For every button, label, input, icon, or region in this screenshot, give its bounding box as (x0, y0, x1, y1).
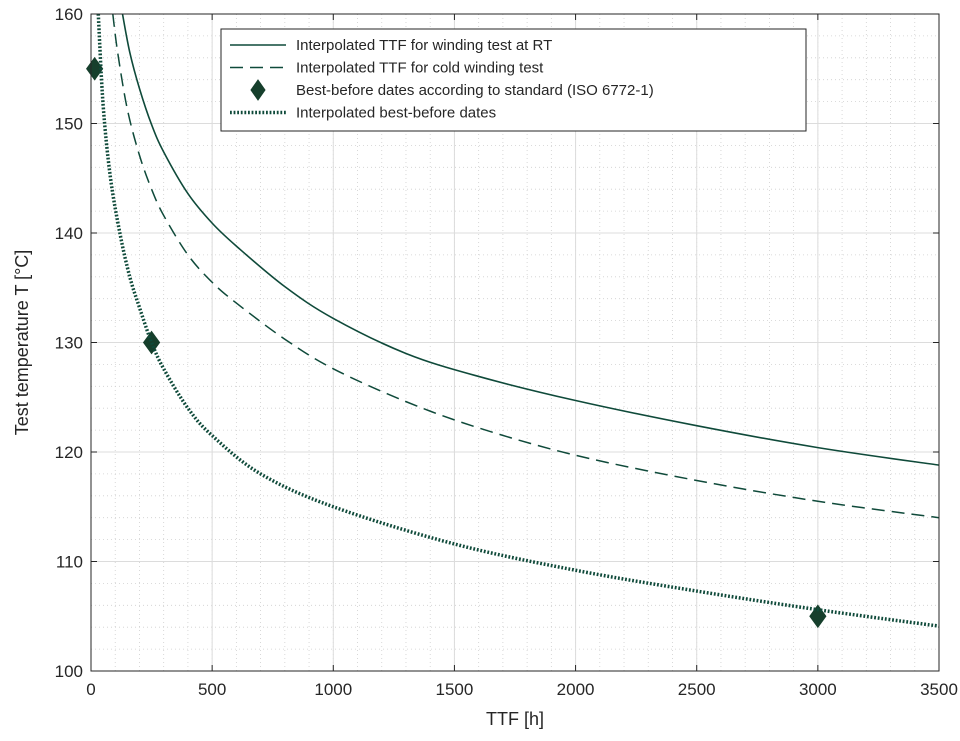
x-tick-label: 2000 (557, 680, 595, 699)
legend-label: Best-before dates according to standard … (296, 82, 654, 99)
legend-box (220, 28, 807, 132)
y-tick-label: 160 (55, 5, 83, 24)
x-tick-label: 1500 (436, 680, 474, 699)
x-axis-label: TTF [h] (486, 709, 544, 729)
series-line-solid (121, 14, 939, 466)
y-tick-label: 150 (55, 115, 83, 134)
data-point-marker (142, 330, 161, 355)
series-layer (86, 14, 939, 629)
legend-label: Interpolated TTF for winding test at RT (296, 37, 552, 54)
legend-label: Interpolated TTF for cold winding test (296, 60, 544, 77)
x-tick-label: 3000 (799, 680, 837, 699)
legend-label: Interpolated best-before dates (296, 105, 496, 122)
y-axis-label: Test temperature T [°C] (12, 250, 32, 436)
x-tick-label: 500 (198, 680, 226, 699)
y-tick-label: 120 (55, 443, 83, 462)
x-tick-label: 0 (86, 680, 95, 699)
series-line-dashed (112, 14, 939, 519)
series-line-dotted (96, 14, 939, 628)
x-tick-label: 3500 (920, 680, 958, 699)
y-tick-label: 130 (55, 334, 83, 353)
legend-swatch-marker (250, 79, 266, 101)
x-tick-label: 1000 (314, 680, 352, 699)
legend: Interpolated TTF for winding test at RT I… (220, 28, 807, 132)
y-tick-label: 140 (55, 224, 83, 243)
x-tick-label: 2500 (678, 680, 716, 699)
y-tick-label: 110 (56, 553, 83, 572)
y-tick-label: 100 (55, 662, 83, 681)
axis-ticks: 0 500 1000 1500 2000 2500 3000 3500 100 110 120 130… (55, 5, 958, 699)
